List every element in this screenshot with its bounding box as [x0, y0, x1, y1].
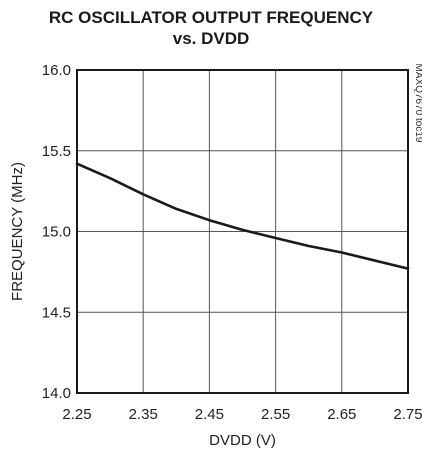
x-tick-label: 2.45 [195, 406, 224, 423]
series-line [75, 162, 410, 270]
plot-frame [76, 69, 409, 394]
x-tick-label: 2.65 [327, 406, 356, 423]
y-tick-label: 16.0 [42, 62, 71, 79]
x-axis-label: DVDD (V) [209, 432, 276, 449]
chart-subtitle: vs. DVDD [172, 29, 250, 48]
y-tick-label: 15.0 [42, 224, 71, 241]
y-tick-label: 14.5 [42, 304, 71, 321]
y-tick-labels: 14.0 14.5 15.0 15.5 16.0 [42, 62, 71, 402]
y-tick-label: 15.5 [42, 143, 71, 160]
x-tick-label: 2.35 [129, 406, 158, 423]
x-tick-label: 2.25 [62, 406, 91, 423]
grid [77, 70, 408, 393]
y-axis-label: FREQUENCY (MHz) [9, 162, 26, 301]
x-tick-labels: 2.25 2.35 2.45 2.55 2.65 2.75 [62, 406, 422, 423]
figure-code-label: MAXQ7670 toc19 [413, 64, 422, 143]
chart-title: RC OSCILLATOR OUTPUT FREQUENCY [48, 8, 374, 27]
x-tick-label: 2.75 [393, 406, 422, 423]
y-tick-label: 14.0 [42, 385, 71, 402]
x-tick-label: 2.55 [261, 406, 290, 423]
